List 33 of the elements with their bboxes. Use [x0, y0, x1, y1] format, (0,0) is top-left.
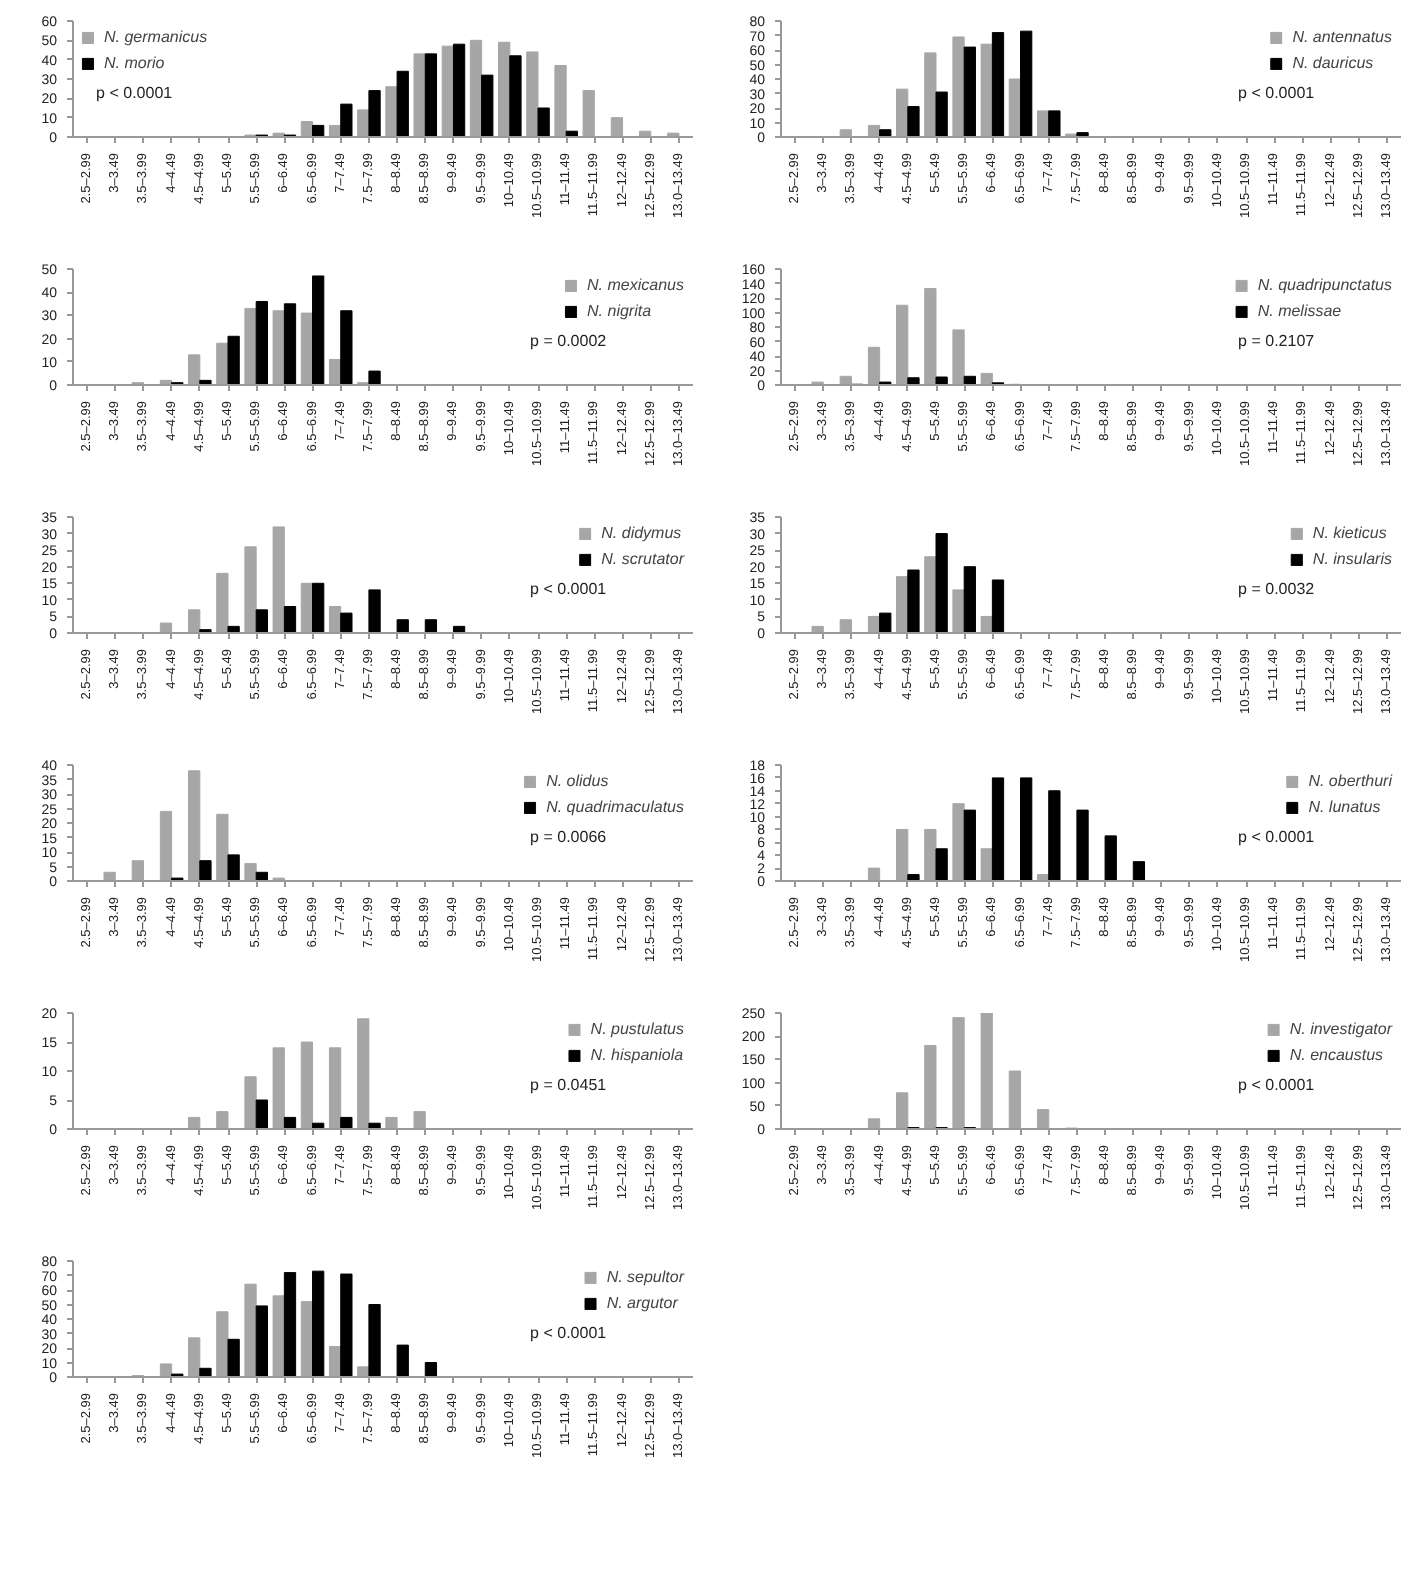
- legend-label: N. quadrimaculatus: [546, 798, 684, 816]
- legend-label: N. encaustus: [1289, 1046, 1384, 1064]
- legend-label: N. pustulatus: [590, 1020, 684, 1038]
- annotation: p < 0.0001: [1238, 828, 1316, 847]
- annotation: p < 0.0001: [530, 580, 608, 599]
- legend-label: N. investigator: [1289, 1020, 1392, 1038]
- legend-label: N. hispaniola: [590, 1046, 684, 1064]
- legend-label: N. morio: [104, 54, 165, 72]
- legend-label: N. lunatus: [1308, 798, 1381, 816]
- annotation: p = 0.2107: [1238, 332, 1316, 351]
- annotation: p = 0.0002: [530, 332, 608, 351]
- legend-label: N. insularis: [1312, 550, 1392, 568]
- legend-label: N. oberthuri: [1308, 772, 1392, 790]
- legend-label: N. dauricus: [1292, 54, 1374, 72]
- legend-label: N. mexicanus: [587, 276, 684, 294]
- legend-label: N. scrutator: [601, 550, 684, 568]
- legend-label: N. quadripunctatus: [1257, 276, 1392, 294]
- legend-label: N. germanicus: [104, 28, 208, 46]
- annotation: p < 0.0001: [1238, 84, 1316, 103]
- legend-label: N. sepultor: [606, 1268, 684, 1286]
- annotation: p < 0.0001: [530, 1324, 608, 1343]
- legend-label: N. antennatus: [1292, 28, 1392, 46]
- annotation: p < 0.0001: [1238, 1076, 1316, 1095]
- legend-label: N. nigrita: [587, 302, 652, 320]
- legend-label: N. melissae: [1257, 302, 1342, 320]
- legend-label: N. didymus: [601, 524, 682, 542]
- annotation: p = 0.0451: [530, 1076, 608, 1095]
- annotation: p = 0.0066: [530, 828, 608, 847]
- annotation: p < 0.0001: [96, 84, 174, 103]
- annotation: p = 0.0032: [1238, 580, 1316, 599]
- legend-label: N. kieticus: [1312, 524, 1387, 542]
- legend-label: N. olidus: [546, 772, 609, 790]
- legend-label: N. argutor: [606, 1294, 678, 1312]
